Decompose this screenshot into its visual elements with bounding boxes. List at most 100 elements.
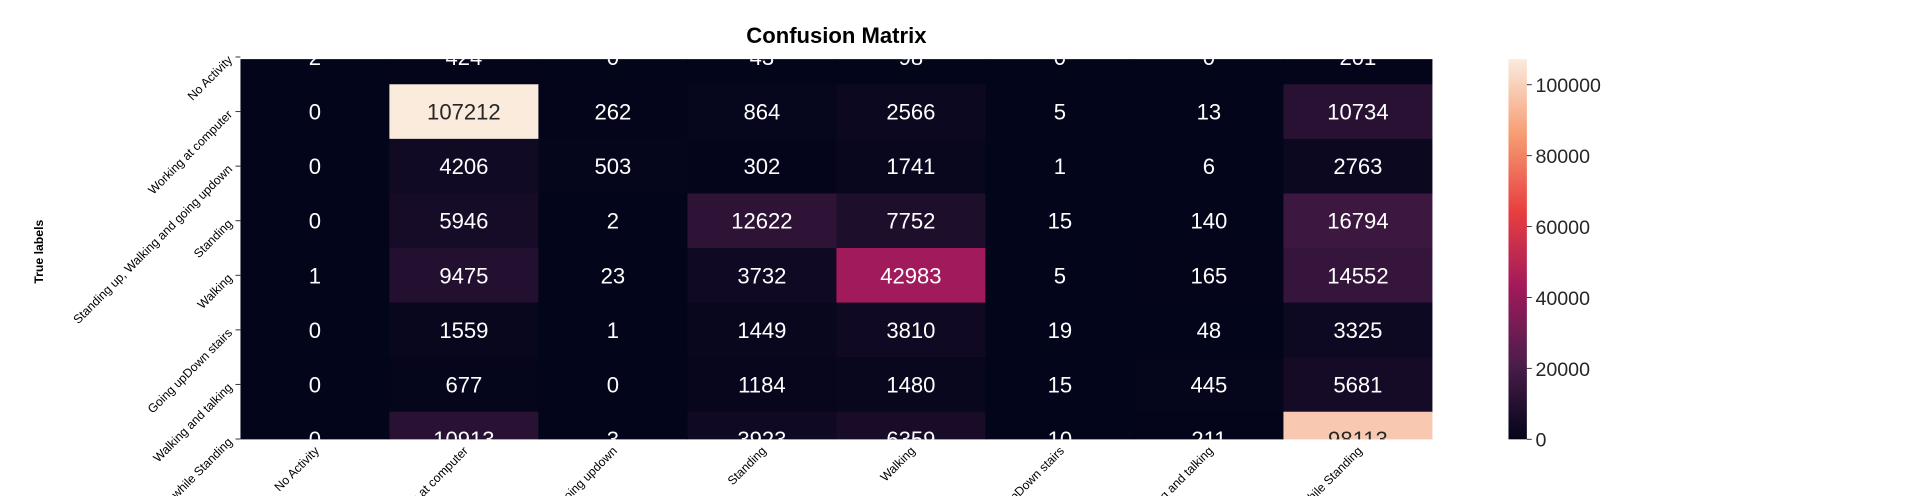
heatmap-cell [389,302,540,358]
x-tick-label: Going upDown stairs [977,444,1067,496]
heatmap-cell [985,193,1136,249]
cell-label: 2 [607,209,619,234]
heatmap-cell [240,411,390,440]
heatmap-cell [389,84,540,140]
heatmap-cell [240,357,390,413]
heatmap-cell [538,248,689,304]
cell-label: 0 [607,45,619,70]
heatmap-cell [687,411,838,440]
cell-label: 0 [309,372,321,397]
heatmap-cell [1283,357,1433,413]
heatmap-cell [836,193,987,249]
heatmap-cell [1134,193,1285,249]
cell-label: 98113 [1328,427,1388,452]
cell-label: 1 [607,318,619,343]
heatmap-cell [1134,138,1285,195]
cell-label: 10 [1048,427,1073,452]
cell-label: 503 [594,154,631,179]
heatmap-cell [538,138,689,195]
heatmap-cell [1134,59,1285,85]
x-tick-label: Standing [725,444,769,488]
cell-label: 4206 [439,154,488,179]
heatmap-cell [538,193,689,249]
heatmap-cell [1283,302,1433,358]
heatmap-cell [1134,84,1285,140]
heatmap-cell [985,138,1136,195]
cell-label: 13 [1197,100,1222,125]
heatmap-cell [687,193,838,249]
cell-label: 0 [1203,45,1215,70]
cell-label: 15 [1048,372,1073,397]
x-tick-label: No Activity [272,443,323,494]
cell-label: 6359 [886,427,935,452]
cell-label: 7752 [886,209,935,234]
cell-label: 10913 [433,427,494,452]
cell-label: 3923 [737,427,786,452]
heatmap-cell [538,411,689,440]
cell-label: 165 [1191,263,1228,288]
cell-label: 42983 [880,263,941,288]
heatmap-cell [1134,411,1285,440]
heatmap-cell [687,302,838,358]
cell-label: 2 [309,45,321,70]
cell-label: 445 [1191,372,1228,397]
cell-label: 302 [743,154,780,179]
cell-label: 1741 [886,154,935,179]
cell-label: 0 [309,100,321,125]
cell-label: 48 [1197,318,1222,343]
cell-label: 10734 [1327,100,1388,125]
heatmap-cell [836,248,987,304]
cell-label: 0 [607,372,619,397]
heatmap-cell [1283,138,1433,195]
cell-label: 1559 [439,318,488,343]
cell-label: 1 [309,263,321,288]
heatmap-cell [836,302,987,358]
heatmap-cell [836,138,987,195]
cell-label: 9475 [439,263,488,288]
cell-label: 677 [445,372,482,397]
colorbar-tick-label: 40000 [1535,288,1590,310]
heatmap-cell [1134,248,1285,304]
heatmap-cell [985,411,1136,440]
heatmap-cell [836,84,987,140]
cell-label: 262 [594,100,631,125]
colorbar-tick-label: 0 [1535,430,1546,452]
x-tick-label: Working at computer [381,444,471,496]
cell-label: 0 [309,209,321,234]
cell-label: 43 [750,45,775,70]
heatmap-cell [985,357,1136,413]
y-tick-label: Walking [195,271,236,312]
cell-label: 1449 [737,318,786,343]
cell-label: 3732 [737,263,786,288]
cell-label: 3 [607,427,619,452]
cell-label: 14552 [1327,263,1388,288]
cell-label: 5 [1054,263,1066,288]
cell-label: 0 [309,154,321,179]
heatmap-cell [1283,84,1433,140]
cell-label: 23 [601,263,626,288]
cell-label: 1480 [886,372,935,397]
cell-label: 864 [743,100,780,125]
cell-label: 0 [309,318,321,343]
heatmap-cell [1134,302,1285,358]
cell-label: 15 [1048,209,1073,234]
cell-label: 3325 [1333,318,1382,343]
cell-label: 12622 [731,209,792,234]
heatmap-cell [1283,59,1433,85]
heatmap-cell [240,59,390,85]
cell-label: 3810 [886,318,935,343]
heatmap-cell [687,248,838,304]
cell-label: 5681 [1333,372,1382,397]
heatmap-cell [836,59,987,85]
heatmap-cell [687,59,838,85]
cell-label: 140 [1191,209,1228,234]
heatmap-cell [985,248,1136,304]
heatmap-cell [240,248,390,304]
heatmap-cell [538,84,689,140]
x-tick-label: Walking and talking [1131,444,1216,496]
heatmap-cell [389,193,540,249]
cell-label: 0 [1054,45,1066,70]
